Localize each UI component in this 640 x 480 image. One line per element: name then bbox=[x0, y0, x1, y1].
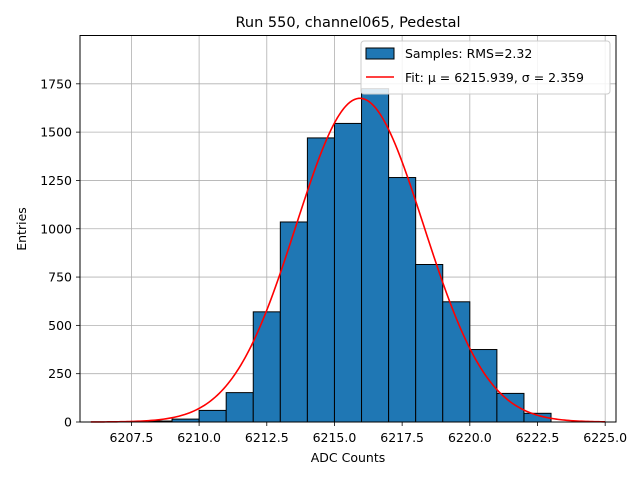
x-tick-label: 6207.5 bbox=[110, 430, 154, 445]
histogram-bar bbox=[388, 177, 417, 423]
x-tick-label: 6222.5 bbox=[516, 430, 560, 445]
y-tick-label: 750 bbox=[48, 270, 72, 285]
legend-label-fit: Fit: μ = 6215.939, σ = 2.359 bbox=[405, 70, 584, 85]
legend: Samples: RMS=2.32 Fit: μ = 6215.939, σ =… bbox=[360, 40, 611, 95]
y-axis-label: Entries bbox=[14, 207, 29, 251]
histogram-bar bbox=[361, 88, 390, 423]
y-tick-label: 0 bbox=[64, 415, 72, 430]
y-tick-label: 1500 bbox=[40, 125, 72, 140]
histogram-bar bbox=[252, 311, 281, 423]
histogram-bar bbox=[198, 409, 227, 423]
gaussian-fit-curve bbox=[90, 97, 606, 423]
legend-label-samples: Samples: RMS=2.32 bbox=[405, 46, 532, 61]
x-axis-ticks: 6207.5 6210.0 6212.5 6215.0 6217.5 6220.0 6222… bbox=[110, 422, 627, 445]
histogram-bar bbox=[415, 264, 444, 423]
y-tick-label: 1000 bbox=[40, 221, 72, 236]
x-tick-label: 6215.0 bbox=[313, 430, 357, 445]
y-axis-ticks: 0 250 500 750 1000 1250 1500 1750 bbox=[40, 76, 80, 430]
y-tick-label: 500 bbox=[48, 318, 72, 333]
x-tick-label: 6210.0 bbox=[177, 430, 221, 445]
legend-box bbox=[360, 40, 611, 95]
histogram-bar bbox=[469, 349, 498, 423]
histogram-bars bbox=[144, 88, 552, 423]
histogram-bar bbox=[225, 392, 254, 423]
x-tick-label: 6212.5 bbox=[245, 430, 289, 445]
x-tick-label: 6225.0 bbox=[583, 430, 627, 445]
y-tick-label: 1750 bbox=[40, 76, 72, 91]
histogram-bar bbox=[442, 301, 471, 423]
legend-swatch-samples bbox=[365, 47, 395, 60]
x-axis-label: ADC Counts bbox=[311, 450, 386, 465]
histogram-bar bbox=[333, 122, 363, 423]
chart-title: Run 550, channel065, Pedestal bbox=[235, 15, 460, 31]
x-tick-label: 6217.5 bbox=[380, 430, 424, 445]
x-tick-label: 6220.0 bbox=[448, 430, 492, 445]
y-tick-label: 1250 bbox=[40, 173, 72, 188]
y-tick-label: 250 bbox=[48, 366, 72, 381]
histogram-bar bbox=[279, 221, 308, 423]
